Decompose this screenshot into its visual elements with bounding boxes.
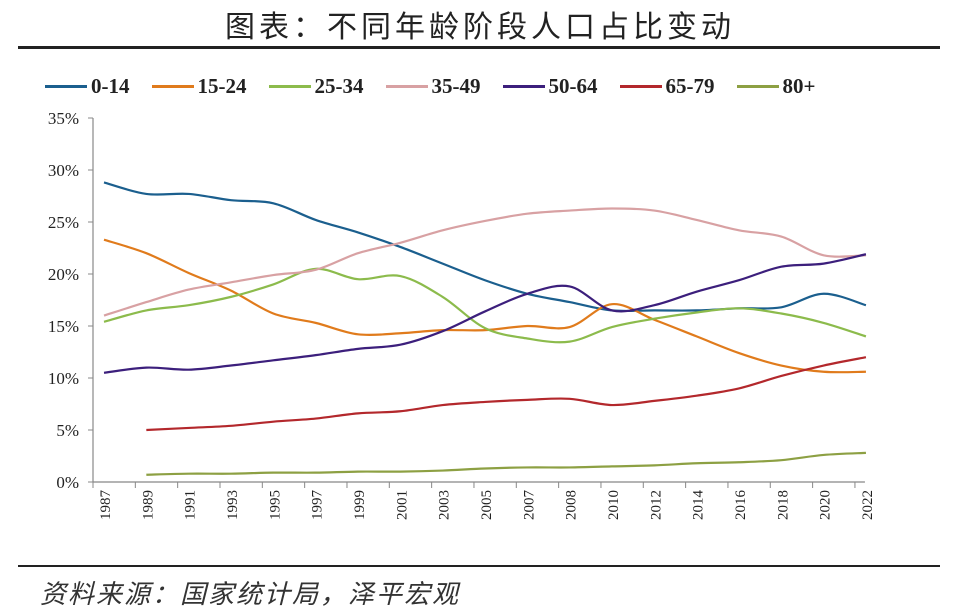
x-tick-label: 2005 xyxy=(479,490,495,520)
y-tick-label: 35% xyxy=(48,109,79,128)
x-tick-label: 1997 xyxy=(310,490,326,521)
legend-swatch xyxy=(268,85,311,88)
source-note: 资料来源：国家统计局，泽平宏观 xyxy=(40,580,461,610)
legend-swatch xyxy=(502,85,545,88)
legend-label: 50-64 xyxy=(548,74,598,98)
y-tick-label: 5% xyxy=(56,421,79,440)
legend-label: 15-24 xyxy=(197,74,247,98)
legend-label: 0-14 xyxy=(91,74,130,98)
x-tick-label: 1995 xyxy=(267,490,283,520)
y-tick-label: 30% xyxy=(48,161,79,180)
x-tick-label: 2010 xyxy=(606,490,622,520)
series-line-0-14 xyxy=(103,181,867,313)
y-tick-label: 15% xyxy=(48,317,79,336)
chart-title: 图表：不同年龄阶段人口占比变动 xyxy=(225,10,735,45)
source-rule xyxy=(18,565,940,567)
series-line-80+ xyxy=(146,451,866,476)
series-line-15-24 xyxy=(103,238,866,374)
x-tick-label: 1989 xyxy=(140,490,156,520)
legend-item-80+: 80+ xyxy=(736,74,816,99)
x-tick-label: 1991 xyxy=(183,490,199,520)
legend-label: 80+ xyxy=(782,74,816,98)
x-tick-label: 2014 xyxy=(691,490,707,521)
legend-label: 35-49 xyxy=(431,74,481,98)
series-line-50-64 xyxy=(103,253,867,374)
x-tick-label: 2018 xyxy=(775,490,791,520)
legend: 0-14 15-24 25-34 35-49 50-64 65-79 80+ xyxy=(45,74,815,99)
legend-item-0-14: 0-14 xyxy=(45,74,130,99)
x-tick-label: 2012 xyxy=(648,490,664,520)
title-rule xyxy=(18,46,940,49)
y-tick-label: 10% xyxy=(48,369,79,388)
x-tick-label: 2008 xyxy=(564,490,580,520)
x-tick-label: 1993 xyxy=(225,490,241,520)
x-tick-label: 2020 xyxy=(818,490,834,520)
y-tick-label: 25% xyxy=(48,213,79,232)
legend-item-65-79: 65-79 xyxy=(619,74,715,99)
legend-swatch xyxy=(45,85,87,88)
y-tick-label: 0% xyxy=(56,473,79,492)
legend-item-25-34: 25-34 xyxy=(268,74,364,99)
series-line-35-49 xyxy=(103,207,866,317)
series-line-65-79 xyxy=(146,356,867,432)
legend-item-15-24: 15-24 xyxy=(151,74,247,99)
x-tick-label: 1999 xyxy=(352,490,368,520)
x-tick-label: 2001 xyxy=(394,490,410,520)
x-tick-label: 1987 xyxy=(98,490,114,521)
legend-swatch xyxy=(736,85,779,88)
legend-swatch xyxy=(385,85,428,88)
legend-item-50-64: 50-64 xyxy=(502,74,598,99)
legend-swatch xyxy=(151,85,194,88)
x-tick-label: 2007 xyxy=(521,490,537,521)
x-tick-label: 2016 xyxy=(733,490,749,521)
x-tick-label: 2022 xyxy=(860,490,876,520)
legend-label: 25-34 xyxy=(314,74,364,98)
x-tick-label: 2003 xyxy=(437,490,453,520)
legend-label: 65-79 xyxy=(665,74,715,98)
legend-swatch xyxy=(619,85,662,88)
legend-item-35-49: 35-49 xyxy=(385,74,481,99)
series-line-25-34 xyxy=(103,267,867,344)
y-tick-label: 20% xyxy=(48,265,79,284)
